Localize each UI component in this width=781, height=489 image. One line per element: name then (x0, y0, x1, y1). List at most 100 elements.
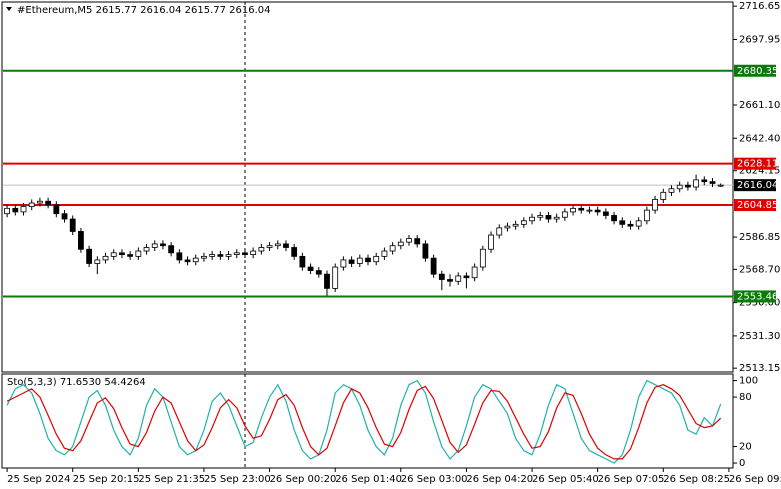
candle-body (356, 257, 363, 264)
candle-body (324, 273, 330, 289)
y-tick-label: 100 (739, 376, 758, 387)
x-tick-label: 26 Sep 07:05 (598, 474, 665, 485)
candle-body (119, 252, 125, 255)
stochastic-line (6, 384, 722, 460)
candle-body (127, 254, 134, 257)
y-tick-label: 2697.95 (739, 34, 780, 45)
x-tick-label: 25 Sep 2024 (7, 474, 70, 485)
y-tick-label: 0 (739, 458, 745, 469)
candle-body (28, 202, 35, 207)
level-label: 2680.35 (737, 66, 778, 77)
candle-body (250, 250, 257, 255)
price-panel (1, 1, 734, 373)
candle-body (471, 266, 478, 279)
chart-title: #Ethereum,M5 2615.77 2616.04 2615.77 261… (17, 5, 271, 16)
candle-body (611, 215, 617, 222)
level-label-box (734, 199, 776, 212)
candle-body (266, 245, 273, 248)
candle-body (176, 252, 183, 261)
candle-body (45, 200, 52, 206)
candle-body (86, 248, 93, 264)
candle-body (619, 220, 626, 225)
level-label-box (734, 64, 776, 77)
candle-body (676, 184, 683, 190)
candle-body (693, 179, 699, 188)
candle-body (192, 257, 199, 263)
candle-body (643, 209, 650, 222)
x-tick-label: 26 Sep 01:40 (335, 474, 402, 485)
y-tick-label: 80 (739, 392, 752, 403)
candle-body (438, 273, 445, 280)
candle-body (258, 247, 265, 252)
candle-body (102, 255, 109, 261)
x-tick-label: 26 Sep 03:00 (401, 474, 468, 485)
x-tick-label: 25 Sep 21:35 (138, 474, 205, 485)
candle-body (184, 259, 191, 263)
candle-body (512, 223, 519, 227)
candle-body (299, 255, 306, 268)
candle-body (463, 275, 470, 279)
candle-body (135, 250, 142, 257)
y-tick-label: 2642.40 (739, 133, 780, 144)
candle-body (545, 215, 552, 220)
candle-body (635, 220, 642, 227)
level-label-box (734, 290, 776, 303)
candle-body (53, 204, 60, 215)
candle-body (283, 243, 289, 248)
candle-body (652, 199, 658, 211)
candle-body (78, 231, 84, 250)
candle-body (242, 252, 248, 255)
candle-body (709, 181, 716, 184)
candle-body (602, 211, 609, 216)
candle-body (274, 243, 281, 247)
candle-body (594, 209, 601, 213)
candle-body (455, 275, 462, 282)
candle-body (520, 220, 527, 225)
candle-body (201, 255, 207, 259)
candle-body (570, 207, 576, 213)
candle-body (529, 216, 535, 222)
y-tick-label: 2661.10 (739, 100, 780, 111)
candle-body (488, 234, 494, 250)
candle-body (381, 250, 388, 257)
candle-body (414, 238, 421, 245)
candle-body (373, 255, 380, 263)
candle-body (37, 200, 43, 204)
candle-body (307, 266, 314, 272)
level-label-box (734, 157, 776, 170)
candle-body (561, 211, 568, 218)
x-tick-label: 26 Sep 00:20 (270, 474, 337, 485)
candle-body (397, 241, 404, 247)
last-price-box (734, 179, 776, 192)
candle-body (160, 243, 166, 247)
candle-body (389, 245, 396, 252)
candle-body (233, 252, 240, 255)
candle-body (504, 225, 511, 229)
candle-body (61, 213, 68, 220)
x-tick-label: 25 Sep 20:15 (73, 474, 140, 485)
menu-arrow (6, 7, 12, 11)
candle-body (578, 207, 585, 211)
level-label: 2553.46 (737, 291, 778, 302)
y-tick-label: 2716.65 (739, 1, 780, 12)
candle-body (20, 206, 27, 213)
candle-body (422, 243, 429, 259)
x-tick-label: 26 Sep 05:40 (532, 474, 599, 485)
candle-body (701, 179, 708, 183)
candle-body (4, 207, 11, 215)
y-tick-label: 2531.30 (739, 331, 780, 342)
candle-body (12, 207, 19, 213)
y-tick-label: 2513.15 (739, 363, 780, 374)
candle-body (168, 245, 175, 254)
candle-body (110, 252, 117, 257)
y-tick-label: 20 (739, 442, 752, 453)
candle-body (69, 218, 76, 232)
x-tick-label: 25 Sep 23:00 (204, 474, 271, 485)
level-label: 2628.11 (737, 159, 778, 170)
candle-body (143, 247, 150, 252)
candle-body (684, 184, 691, 188)
candle-body (217, 254, 224, 257)
level-label: 2604.85 (737, 200, 778, 211)
x-tick-label: 26 Sep 04:20 (466, 474, 533, 485)
candle-body (668, 188, 675, 193)
